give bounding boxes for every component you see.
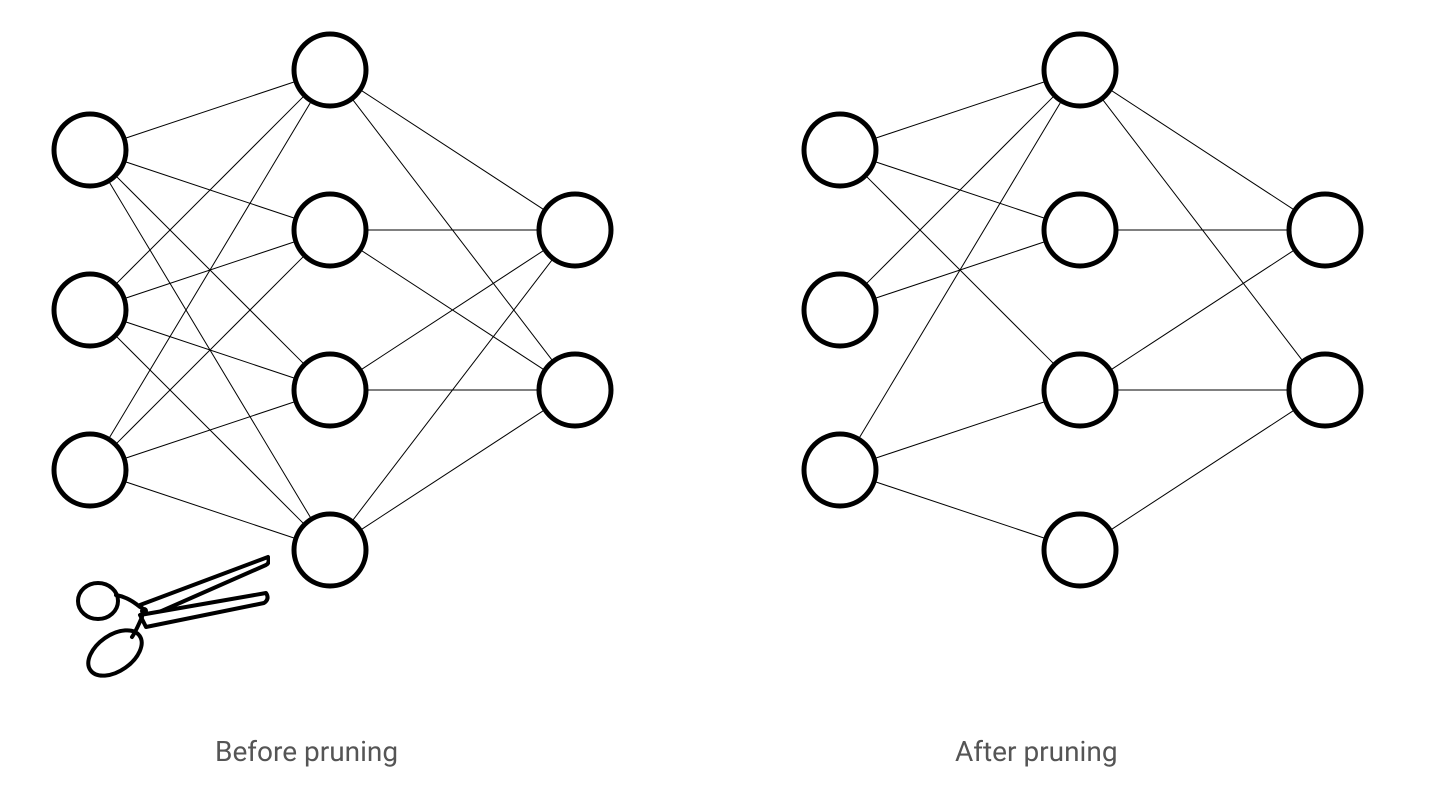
node bbox=[294, 354, 366, 426]
node bbox=[1044, 514, 1116, 586]
node bbox=[1044, 354, 1116, 426]
edge bbox=[115, 95, 304, 284]
before-network-nodes bbox=[54, 34, 611, 586]
node bbox=[54, 114, 126, 186]
node bbox=[1044, 34, 1116, 106]
node bbox=[1289, 194, 1361, 266]
diagram-svg bbox=[0, 0, 1456, 791]
edge bbox=[115, 255, 304, 444]
node bbox=[1044, 194, 1116, 266]
edge bbox=[1110, 250, 1295, 371]
scissors-icon bbox=[78, 557, 269, 685]
edge bbox=[874, 481, 1046, 538]
node bbox=[539, 194, 611, 266]
node bbox=[804, 274, 876, 346]
node bbox=[54, 274, 126, 346]
caption-before: Before pruning bbox=[215, 735, 398, 768]
edge bbox=[360, 90, 545, 211]
before-network bbox=[54, 34, 611, 586]
edge bbox=[109, 101, 312, 439]
node bbox=[294, 514, 366, 586]
edge bbox=[360, 410, 545, 531]
edge bbox=[1110, 410, 1295, 531]
pruning-diagram: Before pruning After pruning bbox=[0, 0, 1456, 791]
before-network-edges bbox=[109, 81, 554, 538]
node bbox=[294, 34, 366, 106]
node bbox=[804, 114, 876, 186]
caption-after: After pruning bbox=[955, 735, 1118, 768]
edge bbox=[865, 95, 1054, 284]
node bbox=[294, 194, 366, 266]
node bbox=[539, 354, 611, 426]
node bbox=[54, 434, 126, 506]
edge bbox=[859, 101, 1062, 439]
after-network bbox=[804, 34, 1361, 586]
edge bbox=[874, 401, 1046, 458]
node bbox=[804, 434, 876, 506]
edge bbox=[1110, 90, 1295, 211]
after-network-nodes bbox=[804, 34, 1361, 586]
after-network-edges bbox=[859, 81, 1304, 538]
node bbox=[1289, 354, 1361, 426]
